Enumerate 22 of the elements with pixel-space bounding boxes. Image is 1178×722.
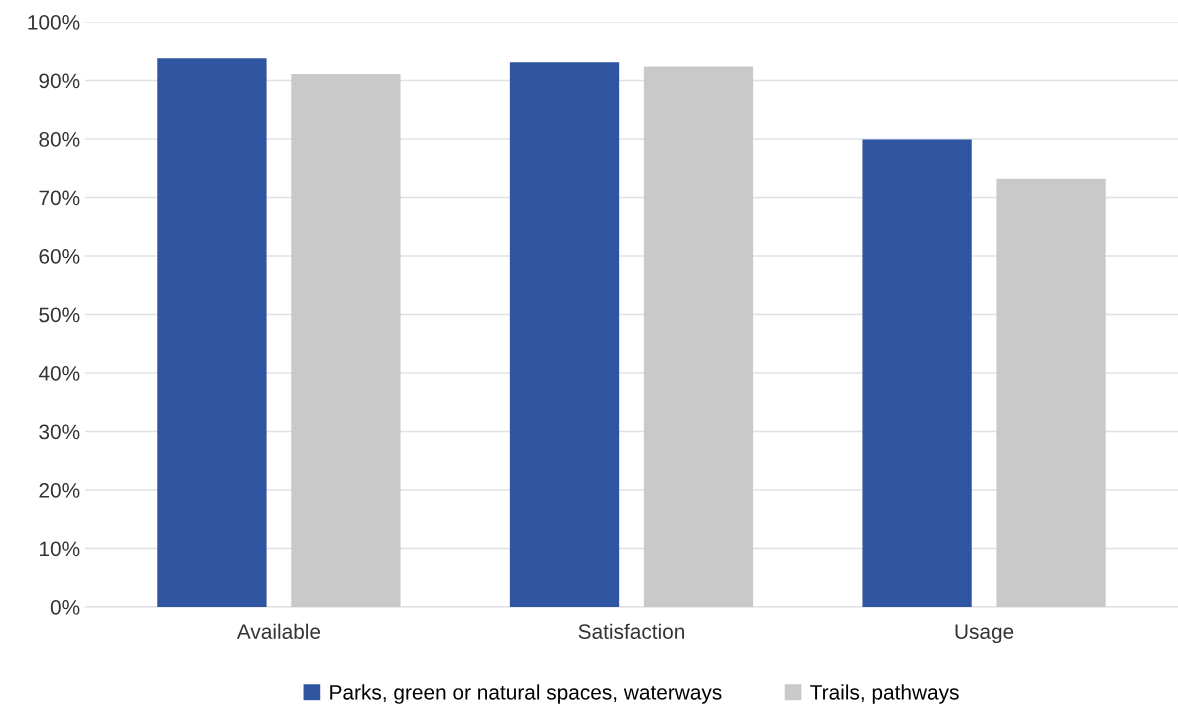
y-tick-label: 80% xyxy=(39,132,80,147)
y-tick-label: 70% xyxy=(39,190,80,206)
y-tick-label: 0% xyxy=(50,600,80,615)
y-tick-label: 10% xyxy=(40,541,80,557)
bar xyxy=(643,66,754,607)
y-tick-label: 40% xyxy=(38,366,80,381)
bar xyxy=(862,139,972,607)
x-tick-label: Usage xyxy=(955,624,1014,644)
bar xyxy=(291,74,401,607)
legend-label: Trails, pathways xyxy=(810,684,959,704)
bar xyxy=(157,58,267,607)
x-tick-label: Available xyxy=(236,623,321,639)
y-tick-label: 90% xyxy=(39,73,80,89)
y-tick-label: 100% xyxy=(28,15,80,30)
bar xyxy=(509,62,620,607)
y-tick-label: 20% xyxy=(39,483,80,498)
y-tick-label: 30% xyxy=(39,424,80,440)
bar xyxy=(996,178,1106,607)
x-tick-label: Satisfaction xyxy=(578,623,684,639)
legend-label: Parks, green or natural spaces, waterways xyxy=(330,684,722,704)
y-tick-label: 60% xyxy=(39,249,80,264)
y-tick-label: 50% xyxy=(39,307,80,323)
